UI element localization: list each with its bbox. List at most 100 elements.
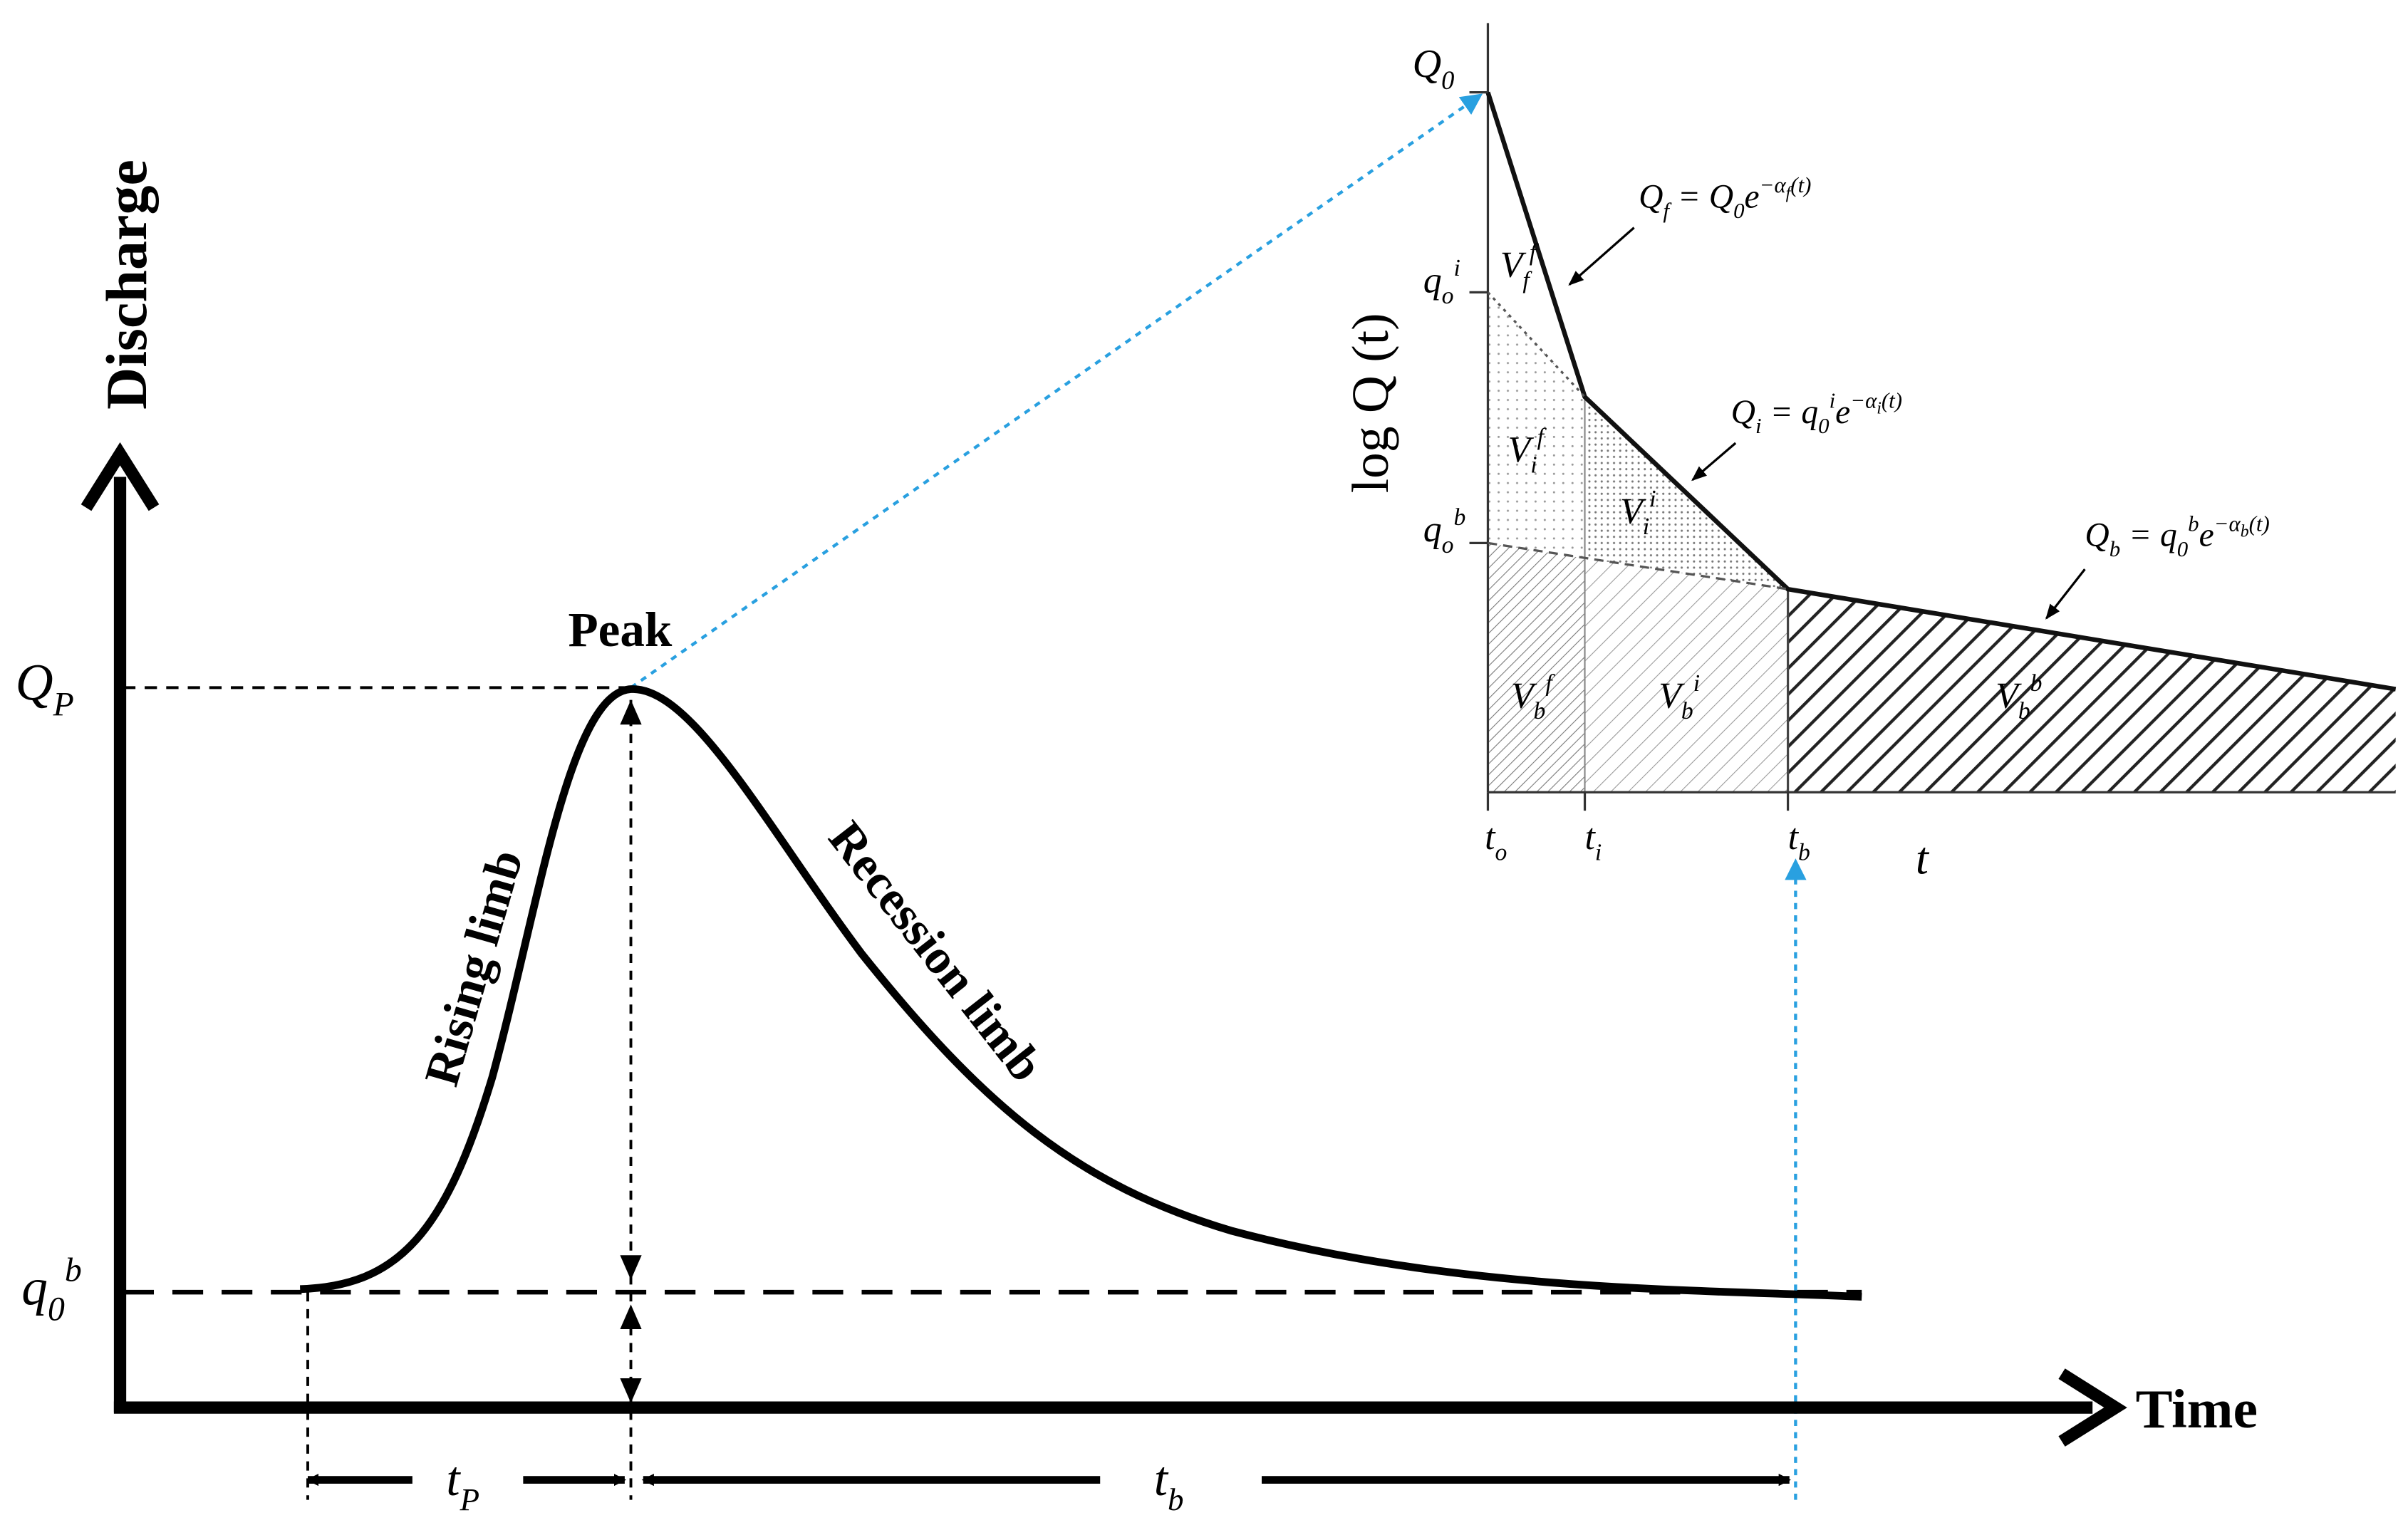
text-part: i [1830,388,1836,413]
y-axis-label: Discharge [94,160,159,410]
t-label: tb [1788,817,1810,866]
text-part: −α [2214,511,2241,536]
text-part: t [1788,817,1800,858]
text-part: Q [1639,179,1663,216]
text-part: b [65,1251,82,1289]
tp-label: tP [446,1451,479,1517]
text-part: e [1745,179,1760,216]
text-part: V [1996,675,2022,716]
q0-label: Q0 [1413,42,1455,95]
text-part: V [1659,675,1685,716]
hydrograph-curve [300,685,1862,1301]
text-part: q [1423,260,1442,301]
volume-label: Vbi [1659,670,1700,724]
text-part: b [1681,698,1693,724]
text-part: Q [1413,42,1442,86]
text-part: V [1620,491,1646,531]
volume-label: Vff [1500,239,1540,293]
text-part: i [1595,840,1602,866]
text-part: P [53,686,74,724]
x-axis-label: Time [2136,1378,2258,1440]
text-part: e [1835,394,1850,431]
text-part: t [1585,817,1597,858]
region-vbf [1488,543,1585,793]
text-part: i [1755,413,1762,438]
text-part: f [1522,267,1532,293]
text-part: i [1649,486,1656,512]
qi-label: qoi [1423,255,1460,309]
text-part: b [1454,504,1466,531]
text-part: o [1442,283,1454,309]
text-part: 0 [1441,66,1454,95]
text-part: b [2188,511,2199,536]
arrowheads [620,699,642,1403]
volume-label: Vii [1620,486,1656,540]
text-part: (t) [2249,511,2270,536]
text-part: −α [1760,172,1787,197]
pointer [1691,442,1737,482]
inset [1469,23,2397,811]
text-part: e [2199,517,2214,554]
baseflow-line [1488,541,1788,590]
text-part: Q [1731,394,1755,431]
y-axis-arrow [81,442,160,511]
text-part: i [1693,670,1700,697]
text-part: −α [1850,388,1877,413]
text-part: V [1511,675,1537,716]
region-vif [1488,292,1585,558]
region-vbb [1787,589,2396,793]
t-label: ti [1585,817,1602,866]
text-part: b [2018,698,2030,724]
recession-line [1485,91,2397,692]
recession-label: Recession limb [819,811,1054,1091]
qb-inset-label: qob [1423,504,1466,558]
text-part: i [1877,400,1882,418]
peak-label: Peak [568,602,672,657]
text-part: q [21,1258,48,1316]
inset-y-label: log Q (t) [1341,313,1399,493]
text-part: 0 [1818,413,1830,438]
text-part: 0 [2177,536,2189,561]
text-part: q [1423,509,1442,550]
qb-label: q0b [21,1251,81,1328]
text-part: f [1786,184,1793,202]
text-part: = q [1762,394,1819,431]
text-part: = q [2120,517,2177,554]
equation: Qf = Q0e−αf(t) [1639,172,1811,223]
text-part: i [1643,514,1649,540]
text-part: o [1495,840,1507,866]
tb-label: tb [1154,1451,1184,1517]
text-part: b [1168,1482,1183,1517]
text-part: 0 [48,1290,65,1328]
text-part: t [1485,817,1496,858]
rising-label: Rising limb [413,843,533,1091]
text-part: (t) [1790,172,1811,197]
volume-label: Vbf [1511,670,1556,724]
hydrograph [81,93,2127,1500]
inset-x-label: t [1916,833,1930,885]
text-part: 0 [1733,198,1745,223]
text-part: i [1530,452,1537,478]
volume-label: Vbb [1996,670,2042,724]
text-part: V [1508,430,1535,470]
text-part: b [2109,536,2120,561]
qp-label: QP [16,654,74,724]
equation: Qi = q0ie−αi(t) [1731,388,1902,439]
text-part: V [1500,245,1527,286]
text-part: b [1534,698,1546,724]
text-part: t [446,1451,461,1506]
text-part: b [1798,840,1810,866]
x-axis-arrow [2058,1368,2127,1447]
region-vbi [1584,558,1788,793]
pointer [2045,568,2086,620]
text-part: (t) [1882,388,1902,413]
text-part: b [2030,670,2043,697]
text-part: o [1442,532,1454,558]
text-part: Q [16,654,53,712]
text-part: = Q [1669,179,1733,216]
t-label: to [1485,817,1507,866]
text-part: b [2241,522,2249,541]
interflow-line [1487,291,1586,398]
